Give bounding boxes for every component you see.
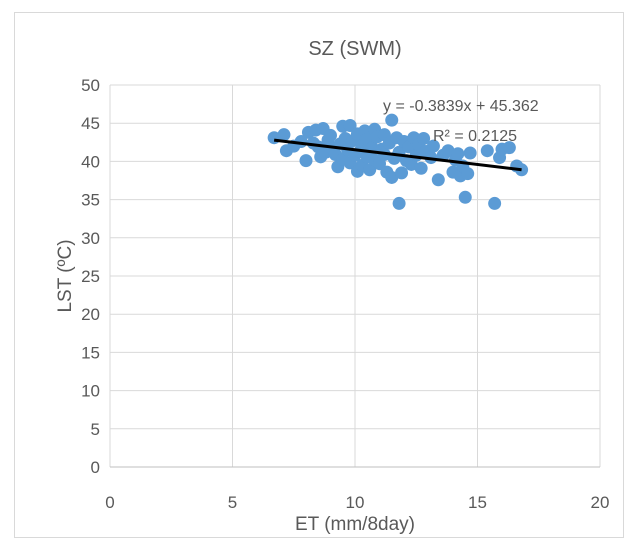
chart-title: SZ (SWM): [308, 38, 401, 60]
data-point: [480, 144, 494, 158]
gridlines: [109, 84, 601, 468]
data-point: [417, 131, 431, 145]
y-tick-label: 45: [81, 114, 100, 133]
data-point: [363, 163, 377, 177]
y-tick-label: 15: [81, 343, 100, 362]
data-point: [324, 128, 337, 142]
data-point: [463, 146, 477, 160]
trendline-r-squared: R² = 0.2125: [433, 128, 517, 145]
data-point: [426, 139, 440, 153]
data-point: [441, 144, 455, 158]
y-tick-label: 50: [81, 76, 100, 95]
scatter-chart: 0 5 10 15 20 25 30 35 40 45 50 0 5 10 15 20 SZ (SWM) E…: [55, 38, 609, 535]
data-point: [395, 166, 409, 180]
data-point: [277, 128, 291, 142]
chart-frame: 0 5 10 15 20 25 30 35 40 45 50 0 5 10 15 20 SZ (SWM) E…: [14, 12, 624, 538]
x-tick-label: 15: [468, 493, 487, 512]
data-point: [458, 190, 472, 204]
x-axis-label: ET (mm/8day): [295, 514, 415, 535]
y-tick-label: 5: [91, 420, 100, 439]
data-point: [488, 196, 502, 210]
y-tick-label: 25: [81, 267, 100, 286]
data-point: [385, 170, 399, 184]
trendline-equation: y = -0.3839x + 45.362: [383, 98, 539, 115]
data-point: [343, 118, 357, 132]
data-point: [461, 167, 475, 181]
data-point: [515, 163, 529, 177]
data-point: [502, 141, 516, 155]
x-tick-label: 20: [591, 493, 610, 512]
trendline-group: [273, 138, 522, 172]
data-point: [392, 196, 406, 210]
x-tick-label: 0: [105, 493, 114, 512]
data-point: [431, 173, 445, 187]
y-tick-label: 10: [81, 382, 100, 401]
y-tick-label: 35: [81, 191, 100, 210]
trendline: [273, 138, 522, 172]
y-tick-labels: 0 5 10 15 20 25 30 35 40 45 50: [81, 76, 100, 477]
x-tick-label: 10: [346, 493, 365, 512]
y-tick-label: 30: [81, 229, 100, 248]
data-point: [385, 113, 399, 127]
data-point: [299, 154, 313, 168]
y-tick-label: 0: [91, 458, 100, 477]
x-tick-label: 5: [228, 493, 237, 512]
y-axis-label: LST (ºC): [55, 239, 76, 312]
data-point: [414, 161, 428, 175]
data-point: [451, 147, 465, 161]
x-tick-labels: 0 5 10 15 20: [105, 493, 609, 512]
y-tick-label: 40: [81, 152, 100, 171]
y-tick-label: 20: [81, 305, 100, 324]
